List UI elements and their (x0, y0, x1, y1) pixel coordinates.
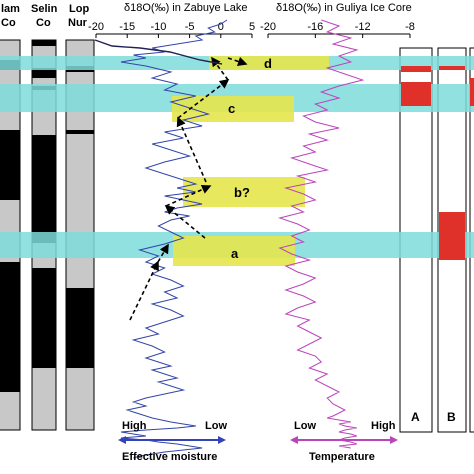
panel-b-red-block (439, 66, 465, 70)
zabuye-series-line (120, 19, 228, 459)
core-header-2-line1: Selin (31, 3, 58, 15)
bottom-legend: High Low Effective moisture Low High Tem… (118, 420, 398, 463)
temp-low-label: Low (294, 420, 316, 432)
arrow-d-up (211, 56, 229, 81)
core-header-2-line2: Co (36, 17, 51, 29)
core-column-1-black-band (0, 130, 20, 200)
core-column-3-black-band (66, 130, 94, 134)
event-box-a (173, 236, 295, 266)
core-column-1-black-band (0, 262, 20, 392)
core-column-2-black-band (32, 135, 56, 243)
core-header-3-line2: Nur (68, 17, 88, 29)
guliya-ticks: -20 -16 -12 -8 (260, 21, 415, 38)
guliya-tick-label: -8 (405, 21, 415, 33)
panel-a-label: A (411, 410, 420, 424)
red-blocks (401, 66, 474, 260)
temp-high-label: High (371, 420, 396, 432)
guliya-tick-label: -12 (355, 21, 371, 33)
core-column-2-black-band (32, 40, 56, 46)
core-header-3-line1: Lop (69, 3, 89, 15)
guliya-series-line (278, 19, 365, 449)
zabuye-tick-label: 5 (249, 21, 255, 33)
arrow-a (157, 243, 169, 263)
arrow-c-to-d (177, 79, 230, 119)
zabuye-tick-label: 0 (218, 21, 224, 33)
core-headers: lam Co Selin Co Lop Nur (1, 3, 89, 29)
panel-b-label: B (447, 410, 456, 424)
panel-a-red-block (401, 82, 431, 106)
panel-a-red-block (401, 66, 431, 72)
zabuye-tick-label: -15 (119, 21, 135, 33)
guliya-axis: δ18O(‰) in Guliya Ice Core -20 -16 -12 -8 (260, 2, 415, 38)
arrow-b (165, 184, 212, 207)
moisture-arrow-head-right (218, 436, 226, 444)
moisture-low-label: Low (205, 420, 227, 432)
guliya-tick-label: -20 (260, 21, 276, 33)
panel-b-red-block (439, 212, 465, 260)
core-column-2-black-band (32, 268, 56, 368)
temp-caption: Temperature (309, 451, 375, 463)
zabuye-tick-label: -20 (88, 21, 104, 33)
moisture-high-label: High (122, 420, 147, 432)
zabuye-ticks: -20 -15 -10 -5 0 5 (88, 21, 255, 38)
temp-arrow-head-left (290, 436, 298, 444)
arrow-d-right (227, 56, 248, 67)
core-column-2-black-band (32, 68, 56, 78)
event-arrows (129, 56, 248, 321)
moisture-arrow-head-left (118, 436, 126, 444)
core-header-1-line2: Co (1, 17, 16, 29)
core-header-1-line1: lam (1, 3, 20, 15)
moisture-caption: Effective moisture (122, 451, 217, 463)
arrow-b-to-c (176, 116, 207, 183)
event-label-c: c (228, 101, 235, 116)
guliya-axis-label: δ18O(‰) in Guliya Ice Core (276, 2, 412, 14)
event-label-d: d (264, 56, 272, 71)
guliya-tick-label: -16 (307, 21, 323, 33)
zabuye-tick-label: -5 (185, 21, 195, 33)
zabuye-top-trace (94, 39, 223, 65)
arrow-a-to-b (164, 204, 206, 239)
arrow-to-a (129, 260, 159, 321)
panel-c-red-block (470, 78, 474, 106)
event-label-b: b? (234, 185, 250, 200)
zabuye-tick-label: -10 (150, 21, 166, 33)
event-label-a: a (231, 246, 239, 261)
core-column-3-black-band (66, 288, 94, 368)
temp-arrow-head-right (390, 436, 398, 444)
zabuye-axis-label: δ18O(‰) in Zabuye Lake (124, 2, 248, 14)
zabuye-axis: δ18O(‰) in Zabuye Lake -20 -15 -10 -5 0 5 (88, 2, 255, 38)
